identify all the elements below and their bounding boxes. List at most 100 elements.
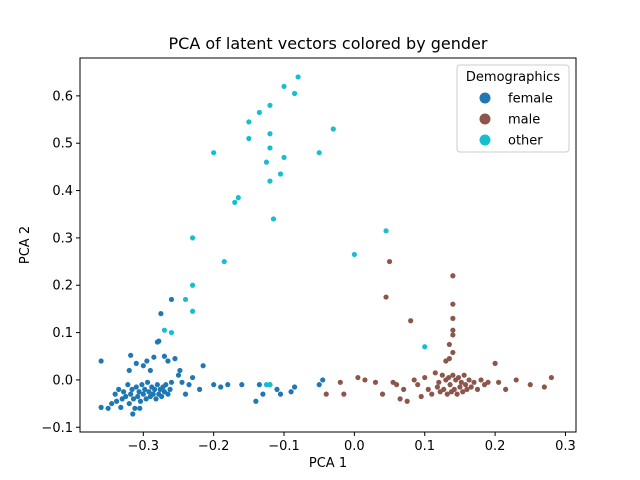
data-point-female (156, 338, 162, 344)
data-point-other (235, 195, 241, 201)
data-point-male (496, 379, 502, 385)
data-point-female (121, 389, 127, 395)
data-point-female (142, 386, 148, 392)
data-point-female (158, 311, 164, 317)
plot-frame (79, 57, 577, 433)
data-point-male (451, 386, 457, 392)
legend-label-other: other (508, 134, 543, 149)
data-point-male (492, 360, 498, 366)
data-point-male (418, 393, 424, 400)
data-point-female (109, 400, 115, 407)
data-point-female (151, 354, 157, 360)
data-point-female (291, 384, 298, 390)
data-point-other (383, 228, 389, 234)
data-point-female (165, 391, 171, 397)
data-point-female (274, 386, 280, 392)
data-point-female (277, 391, 284, 397)
data-point-other (270, 216, 277, 222)
data-point-male (404, 398, 410, 404)
data-point-male (372, 379, 379, 385)
data-point-male (454, 391, 460, 397)
data-point-other (189, 235, 196, 241)
data-point-male (432, 370, 438, 376)
data-point-other (422, 344, 428, 350)
data-point-female (260, 391, 266, 397)
y-tick-label: 0.6 (52, 89, 73, 104)
data-point-male (379, 391, 386, 397)
data-point-male (446, 341, 452, 348)
data-point-female (163, 382, 169, 388)
data-point-male (471, 379, 477, 385)
data-point-other (232, 199, 238, 205)
data-point-male (450, 273, 456, 279)
data-point-female (146, 389, 152, 395)
data-point-other (263, 382, 270, 388)
data-point-other (267, 145, 273, 151)
data-point-female (177, 367, 183, 374)
data-point-other (168, 329, 175, 336)
data-point-other (316, 150, 322, 156)
data-point-male (485, 379, 491, 385)
data-point-female (168, 296, 175, 303)
data-point-female (105, 405, 111, 411)
data-point-female (135, 393, 141, 400)
x-tick-label: 0.1 (414, 439, 435, 454)
data-point-male (478, 377, 484, 383)
data-point-male (466, 377, 472, 383)
data-point-female (186, 382, 192, 388)
data-point-male (457, 384, 463, 390)
y-axis-label: PCA 2 (18, 226, 33, 264)
data-point-female (136, 389, 142, 395)
data-point-male (450, 349, 456, 356)
data-point-male (444, 391, 450, 397)
data-point-female (132, 405, 138, 411)
y-tick-label: 0.2 (52, 279, 73, 294)
data-point-other (281, 83, 287, 90)
data-point-other (277, 171, 284, 177)
data-point-male (450, 327, 456, 333)
data-point-other (182, 296, 189, 303)
legend: Demographics female male other (456, 64, 570, 153)
data-point-male (450, 301, 456, 307)
legend-marker-other (479, 134, 491, 146)
y-tick-label: 0.3 (52, 231, 73, 246)
data-point-other (267, 102, 273, 108)
data-point-male (439, 372, 445, 378)
data-point-male (425, 386, 431, 392)
x-tick-label: −0.3 (128, 439, 160, 454)
data-point-male (450, 372, 456, 378)
y-axis-ticks: −0.1 0.0 0.1 0.2 0.3 0.4 0.5 0.6 (41, 89, 80, 436)
data-point-other (291, 90, 298, 97)
data-point-female (126, 400, 132, 407)
legend-label-female: female (508, 92, 553, 107)
legend-entries: female male other (479, 92, 553, 149)
data-point-female (128, 352, 134, 358)
data-point-female (116, 386, 122, 392)
data-point-male (462, 382, 469, 388)
data-point-other (221, 258, 227, 265)
data-point-other (211, 150, 217, 156)
data-point-female (253, 398, 259, 404)
points-layer (98, 74, 554, 417)
data-point-male (362, 377, 368, 383)
data-point-female (98, 404, 104, 410)
data-point-female (288, 389, 294, 395)
data-point-male (397, 396, 403, 402)
data-point-male (541, 384, 547, 390)
data-point-other (267, 131, 273, 137)
data-point-male (441, 386, 447, 392)
data-point-female (113, 398, 120, 404)
data-point-male (422, 374, 428, 381)
data-point-female (154, 382, 160, 388)
data-point-female (179, 379, 185, 385)
data-point-female (161, 353, 168, 359)
data-point-female (130, 411, 136, 417)
data-point-male (446, 374, 452, 381)
data-point-male (455, 374, 462, 381)
data-point-male (513, 377, 519, 383)
data-point-female (137, 405, 143, 411)
x-tick-label: 0.2 (485, 439, 506, 454)
data-point-female (126, 367, 132, 374)
data-point-female (172, 356, 178, 362)
data-point-male (411, 377, 417, 383)
